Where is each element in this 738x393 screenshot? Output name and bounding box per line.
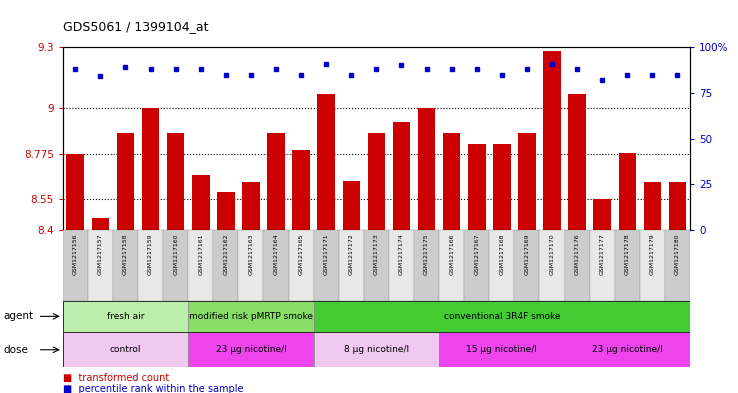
Bar bbox=[289, 230, 314, 301]
Bar bbox=[66, 154, 84, 230]
Bar bbox=[640, 230, 665, 301]
Text: GSM1217174: GSM1217174 bbox=[399, 233, 404, 275]
Bar bbox=[414, 230, 439, 301]
Text: 8 μg nicotine/l: 8 μg nicotine/l bbox=[344, 345, 409, 354]
Bar bbox=[669, 182, 686, 230]
Bar bbox=[142, 108, 159, 230]
Bar bbox=[418, 108, 435, 230]
Bar bbox=[489, 230, 514, 301]
Text: GSM1217179: GSM1217179 bbox=[650, 233, 655, 275]
Text: GSM1217171: GSM1217171 bbox=[324, 233, 328, 275]
Text: GSM1217158: GSM1217158 bbox=[123, 233, 128, 275]
Bar bbox=[593, 199, 611, 230]
Text: ■  percentile rank within the sample: ■ percentile rank within the sample bbox=[63, 384, 244, 393]
Text: GSM1217163: GSM1217163 bbox=[249, 233, 253, 275]
Bar bbox=[188, 230, 213, 301]
Bar bbox=[242, 182, 260, 230]
Text: 23 μg nicotine/l: 23 μg nicotine/l bbox=[592, 345, 663, 354]
Text: GSM1217157: GSM1217157 bbox=[98, 233, 103, 275]
Bar bbox=[238, 230, 263, 301]
Bar bbox=[317, 94, 335, 230]
Text: control: control bbox=[110, 345, 141, 354]
Bar bbox=[138, 230, 163, 301]
Bar bbox=[568, 94, 586, 230]
Text: GSM1217160: GSM1217160 bbox=[173, 233, 178, 275]
Bar bbox=[615, 230, 640, 301]
Text: GSM1217180: GSM1217180 bbox=[675, 233, 680, 275]
Bar bbox=[63, 301, 188, 332]
Bar bbox=[468, 143, 486, 230]
Text: GSM1217173: GSM1217173 bbox=[374, 233, 379, 275]
Text: GSM1217162: GSM1217162 bbox=[224, 233, 228, 275]
Text: GSM1217169: GSM1217169 bbox=[525, 233, 529, 275]
Bar bbox=[368, 134, 385, 230]
Bar bbox=[389, 230, 414, 301]
Bar bbox=[192, 175, 210, 230]
Bar bbox=[117, 134, 134, 230]
Bar bbox=[339, 230, 364, 301]
Text: GSM1217166: GSM1217166 bbox=[449, 233, 454, 275]
Bar bbox=[63, 230, 88, 301]
Text: GSM1217172: GSM1217172 bbox=[349, 233, 354, 275]
Text: GSM1217175: GSM1217175 bbox=[424, 233, 429, 275]
Text: 23 μg nicotine/l: 23 μg nicotine/l bbox=[215, 345, 286, 354]
Text: fresh air: fresh air bbox=[107, 312, 144, 321]
Bar bbox=[167, 134, 184, 230]
Bar bbox=[539, 230, 565, 301]
Bar bbox=[514, 230, 539, 301]
Bar bbox=[439, 230, 464, 301]
Text: GSM1217177: GSM1217177 bbox=[600, 233, 604, 275]
Bar bbox=[263, 230, 289, 301]
Bar bbox=[163, 230, 188, 301]
Bar bbox=[644, 182, 661, 230]
Bar bbox=[518, 134, 536, 230]
Text: GSM1217170: GSM1217170 bbox=[550, 233, 554, 275]
Bar bbox=[393, 122, 410, 230]
Bar bbox=[342, 181, 360, 230]
Text: GDS5061 / 1399104_at: GDS5061 / 1399104_at bbox=[63, 20, 208, 33]
Text: GSM1217165: GSM1217165 bbox=[299, 233, 303, 275]
Bar bbox=[665, 230, 690, 301]
Bar bbox=[217, 192, 235, 230]
Text: GSM1217159: GSM1217159 bbox=[148, 233, 153, 275]
Bar bbox=[63, 332, 188, 367]
Text: GSM1217161: GSM1217161 bbox=[199, 233, 203, 275]
Bar bbox=[92, 218, 109, 230]
Bar bbox=[188, 301, 314, 332]
Text: GSM1217168: GSM1217168 bbox=[500, 233, 504, 275]
Bar bbox=[543, 51, 561, 230]
Bar bbox=[364, 230, 389, 301]
Bar bbox=[443, 134, 461, 230]
Bar bbox=[565, 332, 690, 367]
Text: GSM1217164: GSM1217164 bbox=[274, 233, 278, 275]
Bar bbox=[267, 134, 285, 230]
Text: agent: agent bbox=[4, 311, 34, 321]
Bar bbox=[292, 150, 310, 230]
Bar bbox=[88, 230, 113, 301]
Text: GSM1217176: GSM1217176 bbox=[575, 233, 579, 275]
Bar bbox=[618, 153, 636, 230]
Bar bbox=[565, 230, 590, 301]
Bar bbox=[493, 143, 511, 230]
Bar bbox=[314, 301, 690, 332]
Bar bbox=[213, 230, 238, 301]
Text: GSM1217167: GSM1217167 bbox=[475, 233, 479, 275]
Text: dose: dose bbox=[4, 345, 29, 355]
Bar bbox=[188, 332, 314, 367]
Text: modified risk pMRTP smoke: modified risk pMRTP smoke bbox=[189, 312, 313, 321]
Bar bbox=[464, 230, 489, 301]
Bar bbox=[439, 332, 565, 367]
Text: GSM1217156: GSM1217156 bbox=[73, 233, 77, 275]
Bar bbox=[590, 230, 615, 301]
Bar bbox=[314, 230, 339, 301]
Bar bbox=[113, 230, 138, 301]
Text: conventional 3R4F smoke: conventional 3R4F smoke bbox=[444, 312, 560, 321]
Text: ■  transformed count: ■ transformed count bbox=[63, 373, 169, 383]
Bar bbox=[314, 332, 439, 367]
Text: 15 μg nicotine/l: 15 μg nicotine/l bbox=[466, 345, 537, 354]
Text: GSM1217178: GSM1217178 bbox=[625, 233, 630, 275]
